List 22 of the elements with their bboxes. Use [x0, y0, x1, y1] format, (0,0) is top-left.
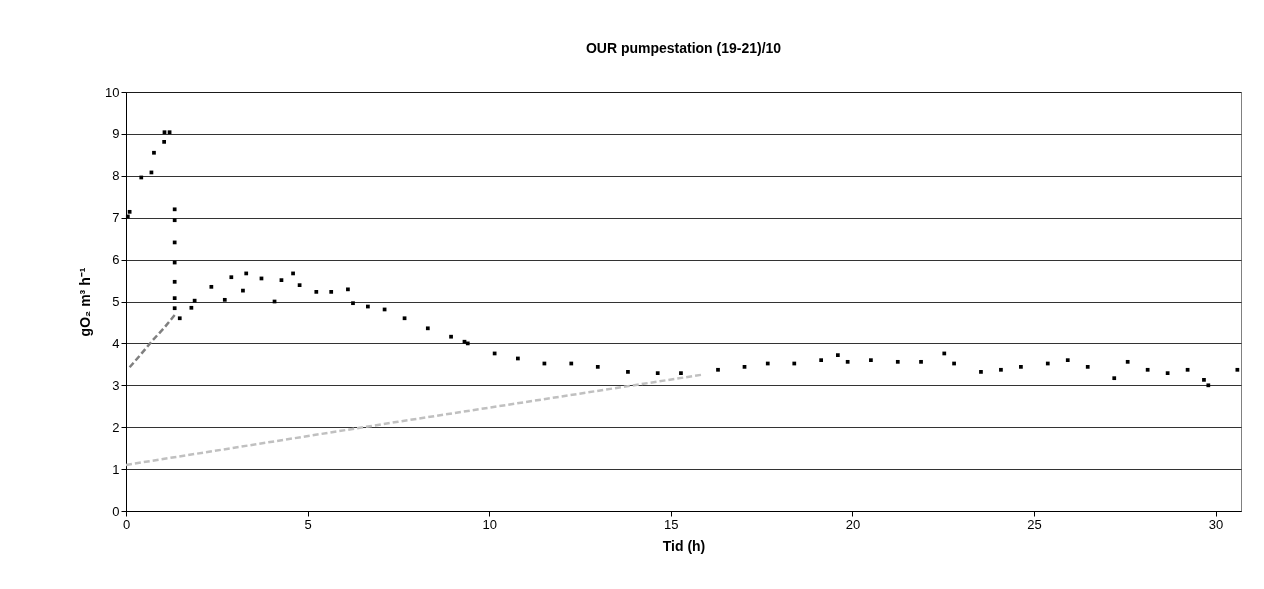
line-series	[128, 311, 178, 369]
y-tick-label: 9	[112, 126, 120, 142]
x-tick-label: 30	[1208, 516, 1224, 532]
y-tick-label: 1	[112, 461, 120, 477]
x-tick-label: 25	[1027, 516, 1042, 532]
y-tick-label: 3	[112, 377, 120, 393]
x-tick-label: 0	[122, 516, 131, 532]
chart-title: OUR pumpestation (19-21)/10	[585, 40, 782, 56]
y-tick-label: 7	[112, 210, 120, 226]
y-tick-label: 10	[105, 84, 120, 100]
y-tick-label: 2	[112, 419, 120, 435]
x-tick-label: 10	[482, 516, 497, 532]
y-tick-label: 4	[112, 335, 120, 351]
y-tick-label: 5	[112, 294, 120, 309]
y-axis-title: gO₂ m³ h⁻¹	[77, 267, 94, 337]
x-axis-title: Tid (h)	[662, 537, 706, 554]
x-tick-label: 15	[664, 516, 679, 532]
y-tick-label: 0	[112, 503, 120, 519]
x-tick-label: 5	[304, 516, 312, 532]
y-tick-label: 8	[112, 168, 120, 184]
y-tick-label: 6	[112, 252, 120, 268]
x-tick-label: 20	[845, 516, 861, 532]
